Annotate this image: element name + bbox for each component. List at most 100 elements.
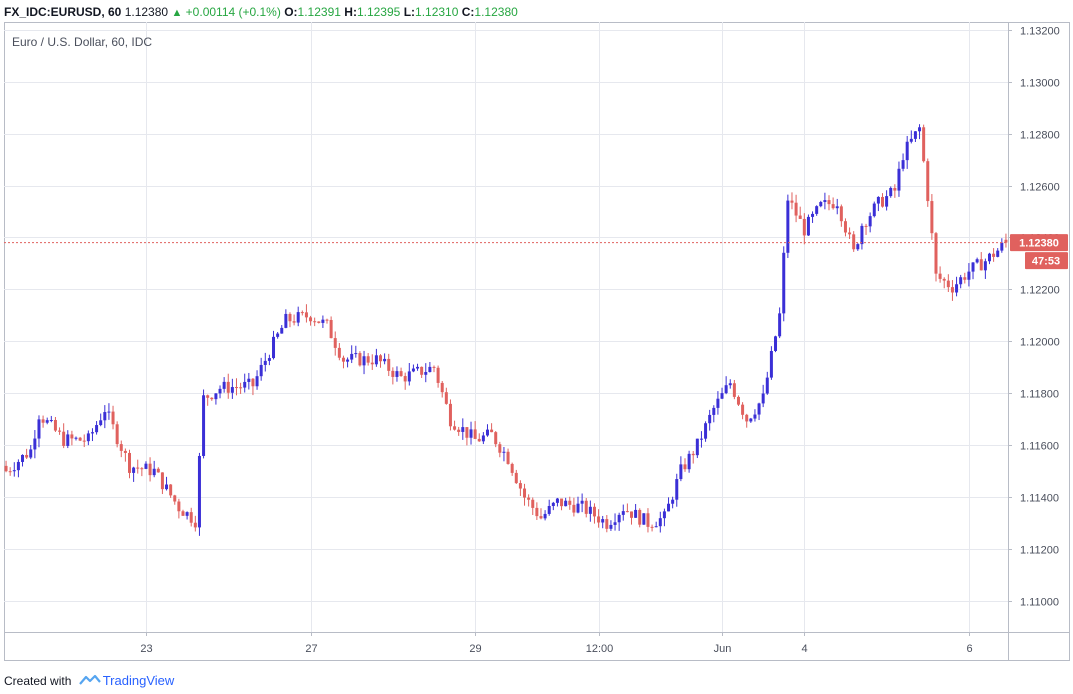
candle-down[interactable]	[300, 310, 304, 316]
candle-down[interactable]	[839, 204, 843, 227]
symbol-label[interactable]: FX_IDC:EURUSD, 60	[4, 5, 122, 19]
candle-down[interactable]	[691, 451, 695, 464]
candle-down[interactable]	[453, 420, 457, 431]
candle-up[interactable]	[728, 379, 732, 389]
candle-down[interactable]	[605, 515, 609, 533]
candle-up[interactable]	[74, 436, 78, 441]
candle-up[interactable]	[502, 446, 506, 462]
candle-down[interactable]	[370, 354, 374, 370]
candle-down[interactable]	[950, 280, 954, 301]
candle-down[interactable]	[78, 436, 82, 442]
candle-down[interactable]	[457, 426, 461, 436]
candle-down[interactable]	[177, 498, 181, 519]
candle-down[interactable]	[592, 503, 596, 524]
candle-down[interactable]	[465, 427, 469, 446]
candle-up[interactable]	[346, 357, 350, 368]
candle-down[interactable]	[732, 379, 736, 400]
candle-down[interactable]	[444, 387, 448, 405]
candle-down[interactable]	[946, 274, 950, 293]
candle-up[interactable]	[868, 212, 872, 233]
candle-down[interactable]	[683, 458, 687, 472]
candle-down[interactable]	[193, 515, 197, 532]
candle-down[interactable]	[82, 434, 86, 448]
candle-up[interactable]	[132, 466, 136, 482]
candle-up[interactable]	[720, 387, 724, 400]
candle-up[interactable]	[782, 246, 786, 322]
candle-down[interactable]	[539, 508, 543, 520]
candle-down[interactable]	[58, 427, 62, 435]
candle-down[interactable]	[206, 394, 210, 406]
candle-down[interactable]	[864, 223, 868, 235]
candle-down[interactable]	[387, 353, 391, 377]
candle-down[interactable]	[251, 378, 255, 396]
candle-down[interactable]	[123, 448, 127, 462]
candle-up[interactable]	[580, 493, 584, 513]
candle-up[interactable]	[815, 205, 819, 216]
candle-down[interactable]	[881, 193, 884, 208]
candle-up[interactable]	[662, 508, 666, 527]
candle-up[interactable]	[185, 511, 189, 520]
candle-up[interactable]	[12, 462, 16, 477]
candle-up[interactable]	[551, 501, 555, 511]
candle-up[interactable]	[296, 306, 300, 327]
candle-up[interactable]	[987, 252, 991, 265]
candle-down[interactable]	[358, 351, 362, 367]
candle-down[interactable]	[477, 433, 481, 442]
candle-up[interactable]	[481, 432, 485, 445]
candle-up[interactable]	[856, 243, 860, 251]
candle-down[interactable]	[160, 472, 164, 495]
candle-down[interactable]	[169, 484, 173, 498]
candle-down[interactable]	[510, 462, 514, 476]
candle-up[interactable]	[909, 130, 913, 144]
candle-down[interactable]	[926, 158, 930, 207]
candle-up[interactable]	[724, 376, 728, 395]
candle-up[interactable]	[996, 248, 1000, 258]
candle-up[interactable]	[983, 258, 987, 279]
candle-down[interactable]	[136, 459, 140, 474]
candle-up[interactable]	[424, 363, 428, 383]
candle-up[interactable]	[255, 370, 259, 390]
candle-down[interactable]	[802, 213, 806, 245]
candle-down[interactable]	[173, 494, 177, 505]
candle-down[interactable]	[420, 366, 424, 378]
candle-up[interactable]	[1000, 238, 1004, 253]
candle-up[interactable]	[37, 415, 41, 448]
candle-down[interactable]	[934, 231, 938, 282]
candle-up[interactable]	[712, 405, 716, 423]
candle-up[interactable]	[321, 315, 325, 328]
candle-up[interactable]	[284, 309, 288, 329]
candle-down[interactable]	[329, 316, 333, 339]
candle-down[interactable]	[309, 315, 313, 326]
candle-down[interactable]	[70, 430, 74, 446]
candle-up[interactable]	[29, 445, 33, 460]
candle-up[interactable]	[395, 366, 399, 382]
candle-up[interactable]	[901, 153, 905, 172]
candle-down[interactable]	[304, 304, 308, 323]
candle-up[interactable]	[704, 421, 708, 442]
candle-up[interactable]	[959, 274, 963, 289]
candle-down[interactable]	[843, 218, 847, 237]
candle-down[interactable]	[181, 509, 185, 516]
candle-up[interactable]	[485, 424, 489, 437]
candle-up[interactable]	[654, 521, 658, 528]
candle-up[interactable]	[601, 515, 605, 529]
candle-up[interactable]	[588, 500, 592, 522]
candle-down[interactable]	[210, 397, 214, 401]
candle-down[interactable]	[399, 367, 403, 377]
candle-down[interactable]	[128, 449, 131, 479]
candle-up[interactable]	[243, 373, 247, 393]
candle-down[interactable]	[798, 206, 802, 219]
candle-up[interactable]	[811, 211, 815, 223]
candle-up[interactable]	[967, 263, 971, 287]
candle-up[interactable]	[679, 456, 683, 482]
candle-down[interactable]	[979, 252, 983, 271]
candle-up[interactable]	[889, 186, 893, 198]
candle-up[interactable]	[276, 332, 280, 339]
candle-down[interactable]	[523, 483, 527, 506]
candle-down[interactable]	[535, 502, 539, 521]
candle-up[interactable]	[876, 196, 880, 212]
candle-up[interactable]	[642, 513, 646, 525]
candle-down[interactable]	[794, 194, 798, 223]
candle-down[interactable]	[584, 498, 588, 518]
candle-up[interactable]	[374, 348, 378, 367]
